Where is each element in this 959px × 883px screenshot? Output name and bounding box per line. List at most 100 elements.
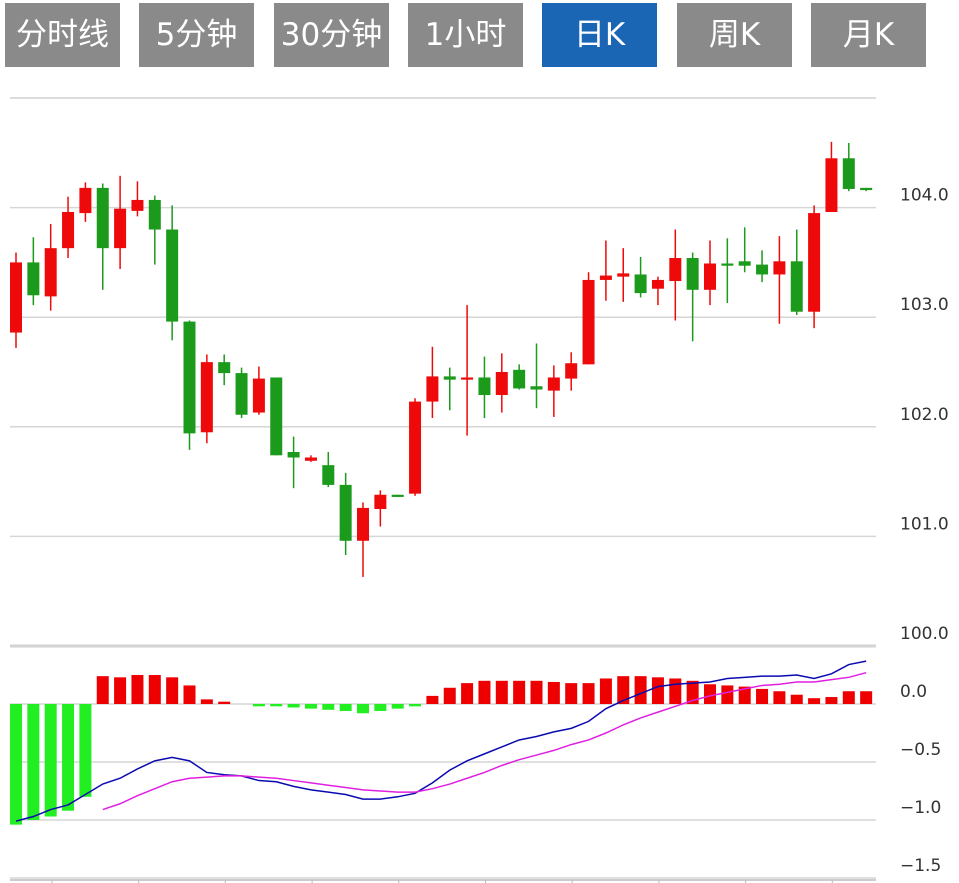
- candle-body: [200, 362, 213, 433]
- macd-bar: [461, 683, 474, 704]
- candle-body: [756, 264, 769, 275]
- candle-body: [461, 377, 474, 380]
- macd-bar: [322, 704, 335, 710]
- macd-bar: [114, 677, 127, 704]
- macd-bar: [790, 694, 803, 704]
- candle-body: [582, 279, 595, 365]
- candle-body: [721, 263, 734, 266]
- candle-body: [478, 377, 491, 396]
- candle-body: [235, 373, 248, 415]
- y-tick-label: −0.5: [900, 740, 941, 760]
- candle-body: [547, 377, 560, 391]
- y-tick-label: 104.0: [900, 186, 949, 206]
- y-tick-label: 0.0: [900, 682, 927, 702]
- macd-bar: [686, 680, 699, 704]
- candle-body: [426, 376, 439, 402]
- tab-bar: 分时线 5分钟 30分钟 1小时 日K 周K 月K: [0, 0, 959, 70]
- candle-body: [252, 378, 265, 413]
- macd-bar: [200, 699, 213, 704]
- tab[interactable]: 月K: [811, 3, 926, 67]
- candle-body: [495, 372, 508, 396]
- macd-bar: [443, 687, 456, 704]
- candle-body: [27, 262, 40, 296]
- macd-bar: [270, 704, 283, 707]
- candle-body: [166, 229, 179, 322]
- macd-bar: [721, 685, 734, 704]
- candle-body: [339, 484, 352, 541]
- y-tick-label: −1.0: [900, 798, 941, 818]
- candle-body: [409, 401, 422, 494]
- macd-bar: [634, 676, 647, 704]
- macd-bar: [773, 691, 786, 704]
- tab[interactable]: 1小时: [408, 3, 523, 67]
- tab[interactable]: 5分钟: [139, 3, 254, 67]
- candle-body: [790, 261, 803, 312]
- candle-body: [513, 369, 526, 389]
- y-tick-label: −1.5: [900, 856, 941, 876]
- macd-bar: [166, 677, 179, 704]
- candle-body: [148, 199, 161, 230]
- y-tick-label: 102.0: [900, 405, 949, 425]
- macd-bar: [565, 683, 578, 704]
- macd-bar: [391, 704, 404, 709]
- tab[interactable]: 周K: [677, 3, 792, 67]
- macd-bar: [357, 704, 369, 714]
- macd-bar: [10, 704, 22, 825]
- macd-bar: [96, 676, 109, 704]
- candle-body: [773, 261, 786, 275]
- tab[interactable]: 30分钟: [274, 3, 389, 67]
- macd-bar: [183, 685, 196, 704]
- candle-body: [62, 211, 75, 249]
- macd-line: [15, 660, 867, 822]
- y-tick-label: 103.0: [900, 295, 949, 315]
- candle-body: [651, 279, 664, 289]
- macd-bar: [495, 680, 508, 704]
- candle-body: [738, 261, 751, 266]
- macd-bar: [148, 675, 161, 704]
- candle-body: [374, 494, 387, 509]
- candle-body: [565, 363, 578, 379]
- y-tick-label: 101.0: [900, 514, 949, 534]
- tab[interactable]: 日K: [542, 3, 657, 67]
- candle-body: [599, 275, 612, 280]
- macd-bar: [651, 677, 664, 704]
- macd-bar: [842, 691, 855, 704]
- macd-bar: [704, 684, 716, 704]
- macd-bar: [617, 676, 630, 704]
- macd-bar: [599, 678, 612, 704]
- candle-body: [391, 494, 404, 497]
- macd-bar: [339, 704, 352, 711]
- macd-bar: [131, 675, 144, 704]
- macd-bar: [218, 701, 231, 704]
- candle-body: [686, 258, 699, 290]
- candle-body: [634, 274, 647, 294]
- candle-body: [842, 158, 855, 189]
- macd-bar: [808, 698, 821, 704]
- candle-body: [79, 187, 92, 214]
- macd-bar: [426, 695, 439, 704]
- candle-body: [131, 199, 144, 211]
- candle-body: [825, 158, 838, 212]
- candle-body: [114, 208, 127, 249]
- macd-bar: [738, 686, 751, 704]
- macd-bar: [825, 697, 838, 704]
- candle-body: [617, 273, 630, 277]
- y-tick-label: 100.0: [900, 624, 949, 644]
- macd-bar: [79, 704, 92, 797]
- macd-bar: [374, 704, 387, 711]
- macd-bar: [27, 704, 40, 820]
- macd-bar: [669, 678, 682, 704]
- macd-bar: [44, 704, 57, 817]
- candle-body: [704, 263, 716, 290]
- candle-body: [530, 386, 543, 390]
- candle-body: [860, 187, 873, 191]
- candle-body: [287, 452, 300, 458]
- macd-bar: [304, 704, 317, 709]
- tab[interactable]: 分时线: [5, 3, 120, 67]
- candle-body: [357, 507, 369, 541]
- macd-bar: [513, 680, 526, 704]
- candle-body: [270, 377, 283, 456]
- macd-bar: [478, 680, 491, 704]
